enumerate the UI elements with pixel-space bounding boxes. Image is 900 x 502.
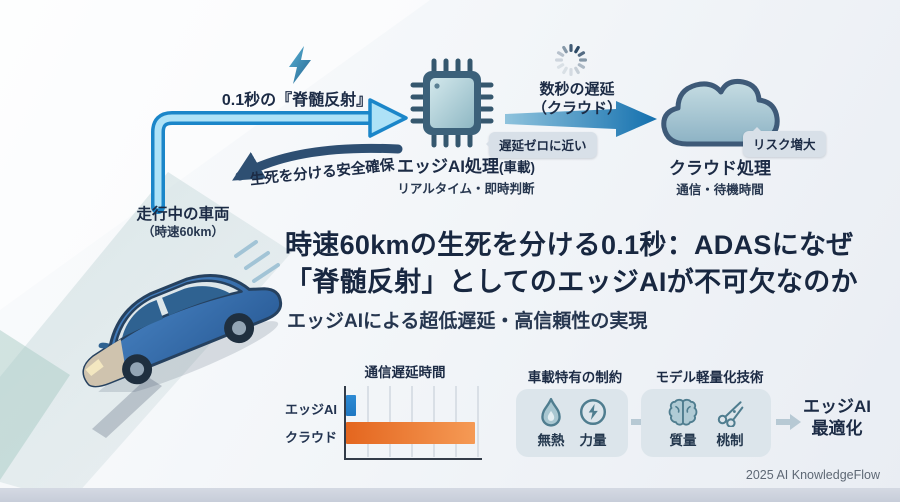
chart-title: 通信遅延時間 [364,365,446,380]
vehicle-label: 走行中の車両 [136,206,230,223]
delay-line1: 数秒の遅延 [539,81,615,98]
lightweight-prune: 桃制 [714,397,746,449]
gridline [455,386,457,457]
constraint-power-label: 力量 [579,433,607,448]
chart-category-cloud: クラウド [284,430,337,445]
constraint-heat-label: 無熱 [537,433,565,448]
bar-edge-ai [346,395,356,416]
footer-credit: 2025 AI KnowledgeFlow [745,468,880,482]
result-line1: エッジAI [803,397,871,416]
title-line2: 「脊髄反射」としてのエッジAIが不可欠なのか [285,267,858,297]
lightweight-quantize-label: 質量 [669,433,697,448]
page-subtitle: エッジAIによる超低遅延・高信頼性の実現 [287,311,648,332]
result-line2: 最適化 [811,419,863,438]
lightweight-card: 質量 桃制 [641,389,771,457]
scissors-icon [717,401,744,427]
vehicle-sublabel: （時速60km） [142,225,224,239]
delay-line2: （クラウド） [531,100,622,117]
constraint-power: 力量 [579,397,607,449]
edge-chip-icon [405,55,497,156]
bar-cloud [346,422,476,444]
constraint-heat: 無熱 [537,397,565,449]
flame-icon [541,397,561,427]
edge-title-suffix: (車載) [499,160,535,175]
page-title: 時速60kmの生死を分ける0.1秒：ADASになぜ 「脊髄反射」としてのエッジA… [285,227,880,301]
gridline [367,386,369,457]
latency-bar-chart [344,386,482,460]
lightweight-title: モデル軽量化技術 [655,370,764,385]
gridline [433,386,435,457]
edge-title-text: エッジAI処理 [397,157,499,176]
bottom-strip [0,488,900,502]
constraints-card: 無熱 力量 [516,389,628,457]
edge-node-title: エッジAI処理(車載) [356,152,576,177]
zero-latency-badge: 遅延ゼロに近い [486,132,597,158]
constraints-title: 車載特有の制約 [527,370,623,385]
chart-category-edge: エッジAI [284,402,337,417]
car-illustration [48,232,303,399]
lightweight-prune-label: 桃制 [716,433,744,448]
reflex-label: 0.1秒の『脊髄反射』 [221,92,373,109]
loading-spinner-icon [553,42,589,83]
edge-node-subtitle: リアルタイム・即時判断 [397,182,535,196]
brain-icon [668,398,698,426]
step-arrow-icon [776,414,801,430]
power-icon [579,398,607,426]
gridline [411,386,413,457]
gridline [389,386,391,457]
title-line1: 時速60kmの生死を分ける0.1秒：ADASになぜ [285,230,854,260]
lightweight-quantize: 質量 [666,397,700,449]
result-label: エッジAI 最適化 [791,396,883,440]
risk-badge: リスク増大 [743,127,826,157]
cloud-node-subtitle: 通信・待機時間 [676,183,764,197]
gridline [477,386,479,457]
delay-label: 数秒の遅延 （クラウド） [517,80,637,118]
lightning-icon [283,45,317,90]
cloud-node-title: クラウド処理 [669,159,771,178]
